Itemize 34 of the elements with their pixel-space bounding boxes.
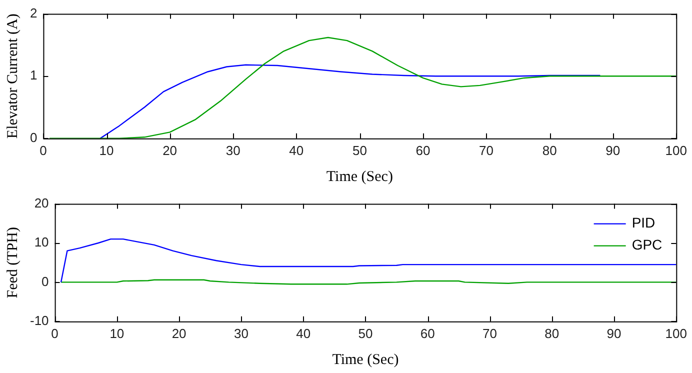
y-axis-title: Elevator Current (A) xyxy=(4,14,21,139)
x-axis-title: Time (Sec) xyxy=(326,168,393,185)
x-tick-label: 80 xyxy=(544,326,560,341)
y-tick-label: 0 xyxy=(30,130,38,145)
y-tick-label: 20 xyxy=(34,195,49,210)
x-tick-label: 10 xyxy=(99,142,114,158)
x-tick-label: 60 xyxy=(420,326,435,341)
x-tick-label: 90 xyxy=(606,326,622,341)
x-tick-label: 20 xyxy=(172,326,186,341)
x-tick-label: 20 xyxy=(162,142,178,158)
x-tick-label: 30 xyxy=(234,326,248,341)
x-tick-label: 70 xyxy=(479,142,494,158)
x-tick-label: 40 xyxy=(289,142,304,158)
x-tick-label: 0 xyxy=(51,326,58,341)
y-tick-label: 2 xyxy=(30,5,38,20)
x-tick-label: 60 xyxy=(416,142,430,158)
x-tick-label: 50 xyxy=(352,142,367,158)
legend-label: GPC xyxy=(632,236,662,253)
x-tick-label: 70 xyxy=(482,326,497,341)
x-axis-title: Time (Sec) xyxy=(332,352,399,368)
legend-label: PID xyxy=(632,214,656,231)
y-axis-title: Feed (TPH) xyxy=(4,226,21,298)
x-tick-label: 90 xyxy=(606,142,620,158)
y-tick-label: 1 xyxy=(30,68,38,83)
y-tick-label: -10 xyxy=(30,312,49,328)
x-tick-label: 40 xyxy=(296,326,311,341)
x-tick-label: 10 xyxy=(110,326,124,341)
x-tick-label: 100 xyxy=(665,326,688,341)
y-tick-label: 0 xyxy=(42,274,49,289)
x-tick-label: 80 xyxy=(542,142,557,158)
x-tick-label: 50 xyxy=(358,326,373,341)
x-tick-label: 30 xyxy=(226,142,240,158)
x-tick-label: 100 xyxy=(665,142,688,158)
y-tick-label: 10 xyxy=(34,234,49,250)
